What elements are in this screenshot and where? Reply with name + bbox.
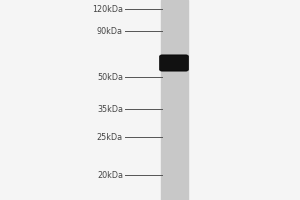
Bar: [160, 0, 188, 200]
FancyBboxPatch shape: [160, 55, 188, 71]
Text: 20kDa: 20kDa: [97, 170, 123, 180]
Text: 90kDa: 90kDa: [97, 26, 123, 36]
Text: 25kDa: 25kDa: [97, 132, 123, 142]
Text: 120kDa: 120kDa: [92, 4, 123, 14]
Text: 50kDa: 50kDa: [97, 72, 123, 82]
Text: 35kDa: 35kDa: [97, 105, 123, 114]
